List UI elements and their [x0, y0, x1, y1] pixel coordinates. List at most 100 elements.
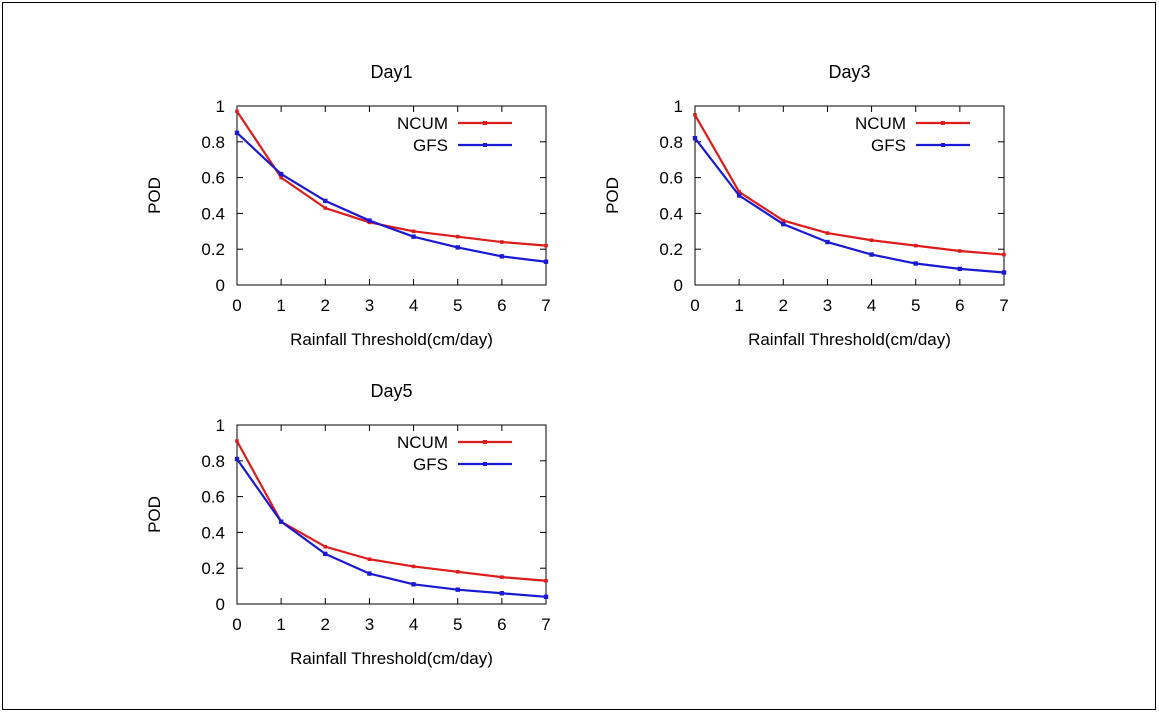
data-point [323, 198, 328, 204]
data-point [958, 249, 962, 253]
data-point [869, 238, 874, 243]
x-tick-label: 0 [690, 296, 699, 315]
y-tick-label: 0.4 [659, 204, 683, 223]
series-gfs [234, 456, 549, 600]
series-line [236, 458, 547, 598]
y-tick-label: 1 [674, 97, 683, 116]
data-point [455, 569, 460, 574]
data-point [499, 591, 505, 596]
y-tick-label: 0 [216, 276, 225, 295]
legend-label: GFS [871, 136, 906, 155]
x-tick-label: 1 [734, 296, 743, 315]
data-point [455, 234, 460, 239]
y-axis-label: POD [603, 177, 622, 214]
x-tick-label: 1 [276, 296, 285, 315]
x-tick-label: 1 [276, 615, 285, 634]
data-point [825, 239, 830, 245]
y-tick-label: 0.8 [201, 452, 225, 471]
legend-label: GFS [413, 455, 448, 474]
data-point [411, 564, 416, 569]
x-tick-label: 0 [232, 296, 241, 315]
series-ncum [235, 109, 548, 248]
y-tick-label: 0 [674, 276, 683, 295]
legend-label: NCUM [855, 114, 906, 133]
legend-marker [941, 143, 945, 147]
data-point [781, 221, 786, 227]
series-ncum [693, 113, 1006, 257]
legend-marker [483, 121, 487, 125]
data-point [543, 594, 549, 600]
legend-marker [483, 143, 487, 147]
y-tick-label: 0.6 [201, 488, 225, 507]
y-tick-label: 0.8 [659, 133, 683, 152]
plot-area [694, 105, 1005, 286]
data-point [913, 243, 918, 248]
series-line [236, 110, 547, 247]
x-tick-label: 4 [409, 296, 418, 315]
data-point [825, 231, 830, 235]
x-tick-label: 6 [497, 296, 506, 315]
x-axis-label: Rainfall Threshold(cm/day) [748, 330, 951, 349]
x-tick-label: 2 [321, 296, 330, 315]
y-tick-label: 0.2 [659, 240, 683, 259]
chart-panel-day5: Day5 0 0.2 0.4 0.6 0.8 1 0 1 2 3 4 5 6 7 Rainfall Thres… [145, 381, 551, 668]
x-tick-label: 4 [409, 615, 418, 634]
data-point [455, 587, 460, 592]
legend-marker [941, 121, 945, 125]
x-tick-label: 7 [541, 615, 550, 634]
data-point [235, 109, 239, 114]
data-point [234, 130, 240, 136]
series-line [236, 132, 547, 263]
y-tick-label: 0.4 [201, 204, 225, 223]
data-point [499, 254, 505, 259]
series-line [694, 137, 1005, 274]
data-point [543, 259, 549, 264]
data-point [455, 245, 460, 250]
y-tick-label: 0.4 [201, 523, 225, 542]
chart-title: Day1 [370, 62, 412, 82]
data-point [693, 113, 697, 117]
data-point [323, 206, 328, 210]
plot-area [236, 424, 547, 605]
data-point [234, 456, 240, 462]
y-tick-label: 0.8 [201, 133, 225, 152]
legend-marker [483, 440, 487, 444]
y-tick-label: 0.6 [659, 169, 683, 188]
y-tick-label: 1 [216, 416, 225, 435]
series-ncum [235, 439, 548, 583]
x-tick-label: 4 [867, 296, 876, 315]
x-tick-label: 3 [823, 296, 832, 315]
x-tick-label: 3 [365, 615, 374, 634]
data-point [278, 519, 284, 524]
data-point [1002, 252, 1006, 257]
y-tick-label: 1 [216, 97, 225, 116]
data-point [500, 575, 504, 579]
data-point [869, 252, 874, 257]
data-point [411, 234, 416, 239]
chart-panel-day1: Day1 0 0.2 0.4 0.6 0.8 1 0 1 2 3 4 5 6 7 Rainfall Thres… [145, 62, 551, 349]
x-axis-label: Rainfall Threshold(cm/day) [290, 649, 493, 668]
x-tick-label: 2 [779, 296, 788, 315]
data-point [736, 193, 742, 198]
data-point [278, 171, 284, 177]
data-point [323, 551, 328, 557]
y-axis-label: POD [145, 177, 164, 214]
x-tick-label: 0 [232, 615, 241, 634]
data-point [411, 229, 416, 234]
data-point [279, 175, 283, 180]
data-point [367, 571, 372, 576]
y-tick-label: 0.6 [201, 169, 225, 188]
plot-area [236, 105, 547, 286]
x-tick-label: 5 [453, 615, 462, 634]
y-tick-label: 0 [216, 595, 225, 614]
x-axis-label: Rainfall Threshold(cm/day) [290, 330, 493, 349]
series-gfs [234, 130, 549, 264]
x-tick-label: 3 [365, 296, 374, 315]
series-gfs [692, 136, 1007, 275]
data-point [411, 582, 416, 587]
x-tick-label: 6 [955, 296, 964, 315]
data-point [692, 136, 698, 141]
data-point [323, 544, 328, 549]
data-point [544, 578, 548, 583]
